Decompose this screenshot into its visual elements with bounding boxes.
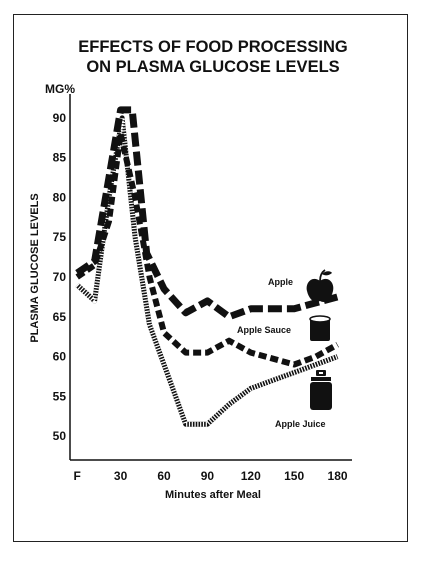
series-label-apple-sauce: Apple Sauce bbox=[237, 325, 291, 335]
series-line-apple-juice-overlay bbox=[75, 115, 339, 427]
y-tick-label: 55 bbox=[53, 389, 67, 403]
chart-title-line-2: ON PLASMA GLUCOSE LEVELS bbox=[86, 58, 339, 76]
y-axis-unit: MG% bbox=[45, 82, 75, 96]
axes bbox=[69, 94, 352, 461]
x-tick-label: 150 bbox=[284, 469, 304, 483]
x-tick-label: 30 bbox=[114, 469, 128, 483]
apple-sauce-jar-icon bbox=[309, 315, 331, 341]
y-tick-label: 65 bbox=[53, 310, 67, 324]
x-axis-title: Minutes after Meal bbox=[165, 489, 261, 501]
series-label-apple: Apple bbox=[268, 277, 293, 287]
y-axis-title: PLASMA GLUCOSE LEVELS bbox=[29, 193, 41, 342]
series-line-apple bbox=[75, 106, 339, 321]
apple-icon bbox=[306, 269, 334, 302]
y-tick-label: 50 bbox=[53, 429, 67, 443]
series-line-apple-sauce bbox=[75, 130, 339, 368]
y-tick-label: 90 bbox=[53, 111, 67, 125]
tick-labels: 90 85 80 75 70 65 60 55 50 F 30 60 90 120 150 180 bbox=[53, 111, 348, 483]
x-tick-label: 180 bbox=[328, 469, 348, 483]
x-tick-label: 90 bbox=[201, 469, 215, 483]
y-tick-label: 60 bbox=[53, 350, 67, 364]
series-label-apple-juice: Apple Juice bbox=[275, 419, 326, 429]
y-tick-label: 70 bbox=[53, 270, 67, 284]
apple-juice-bottle-icon bbox=[310, 370, 332, 410]
x-tick-label: 60 bbox=[157, 469, 171, 483]
y-tick-label: 85 bbox=[53, 151, 67, 165]
y-tick-label: 75 bbox=[53, 230, 67, 244]
y-tick-label: 80 bbox=[53, 190, 67, 204]
series-lines bbox=[75, 106, 339, 427]
x-tick-label: 120 bbox=[241, 469, 261, 483]
x-tick-label: F bbox=[74, 469, 81, 483]
chart-title-line-1: EFFECTS OF FOOD PROCESSING bbox=[78, 38, 348, 56]
